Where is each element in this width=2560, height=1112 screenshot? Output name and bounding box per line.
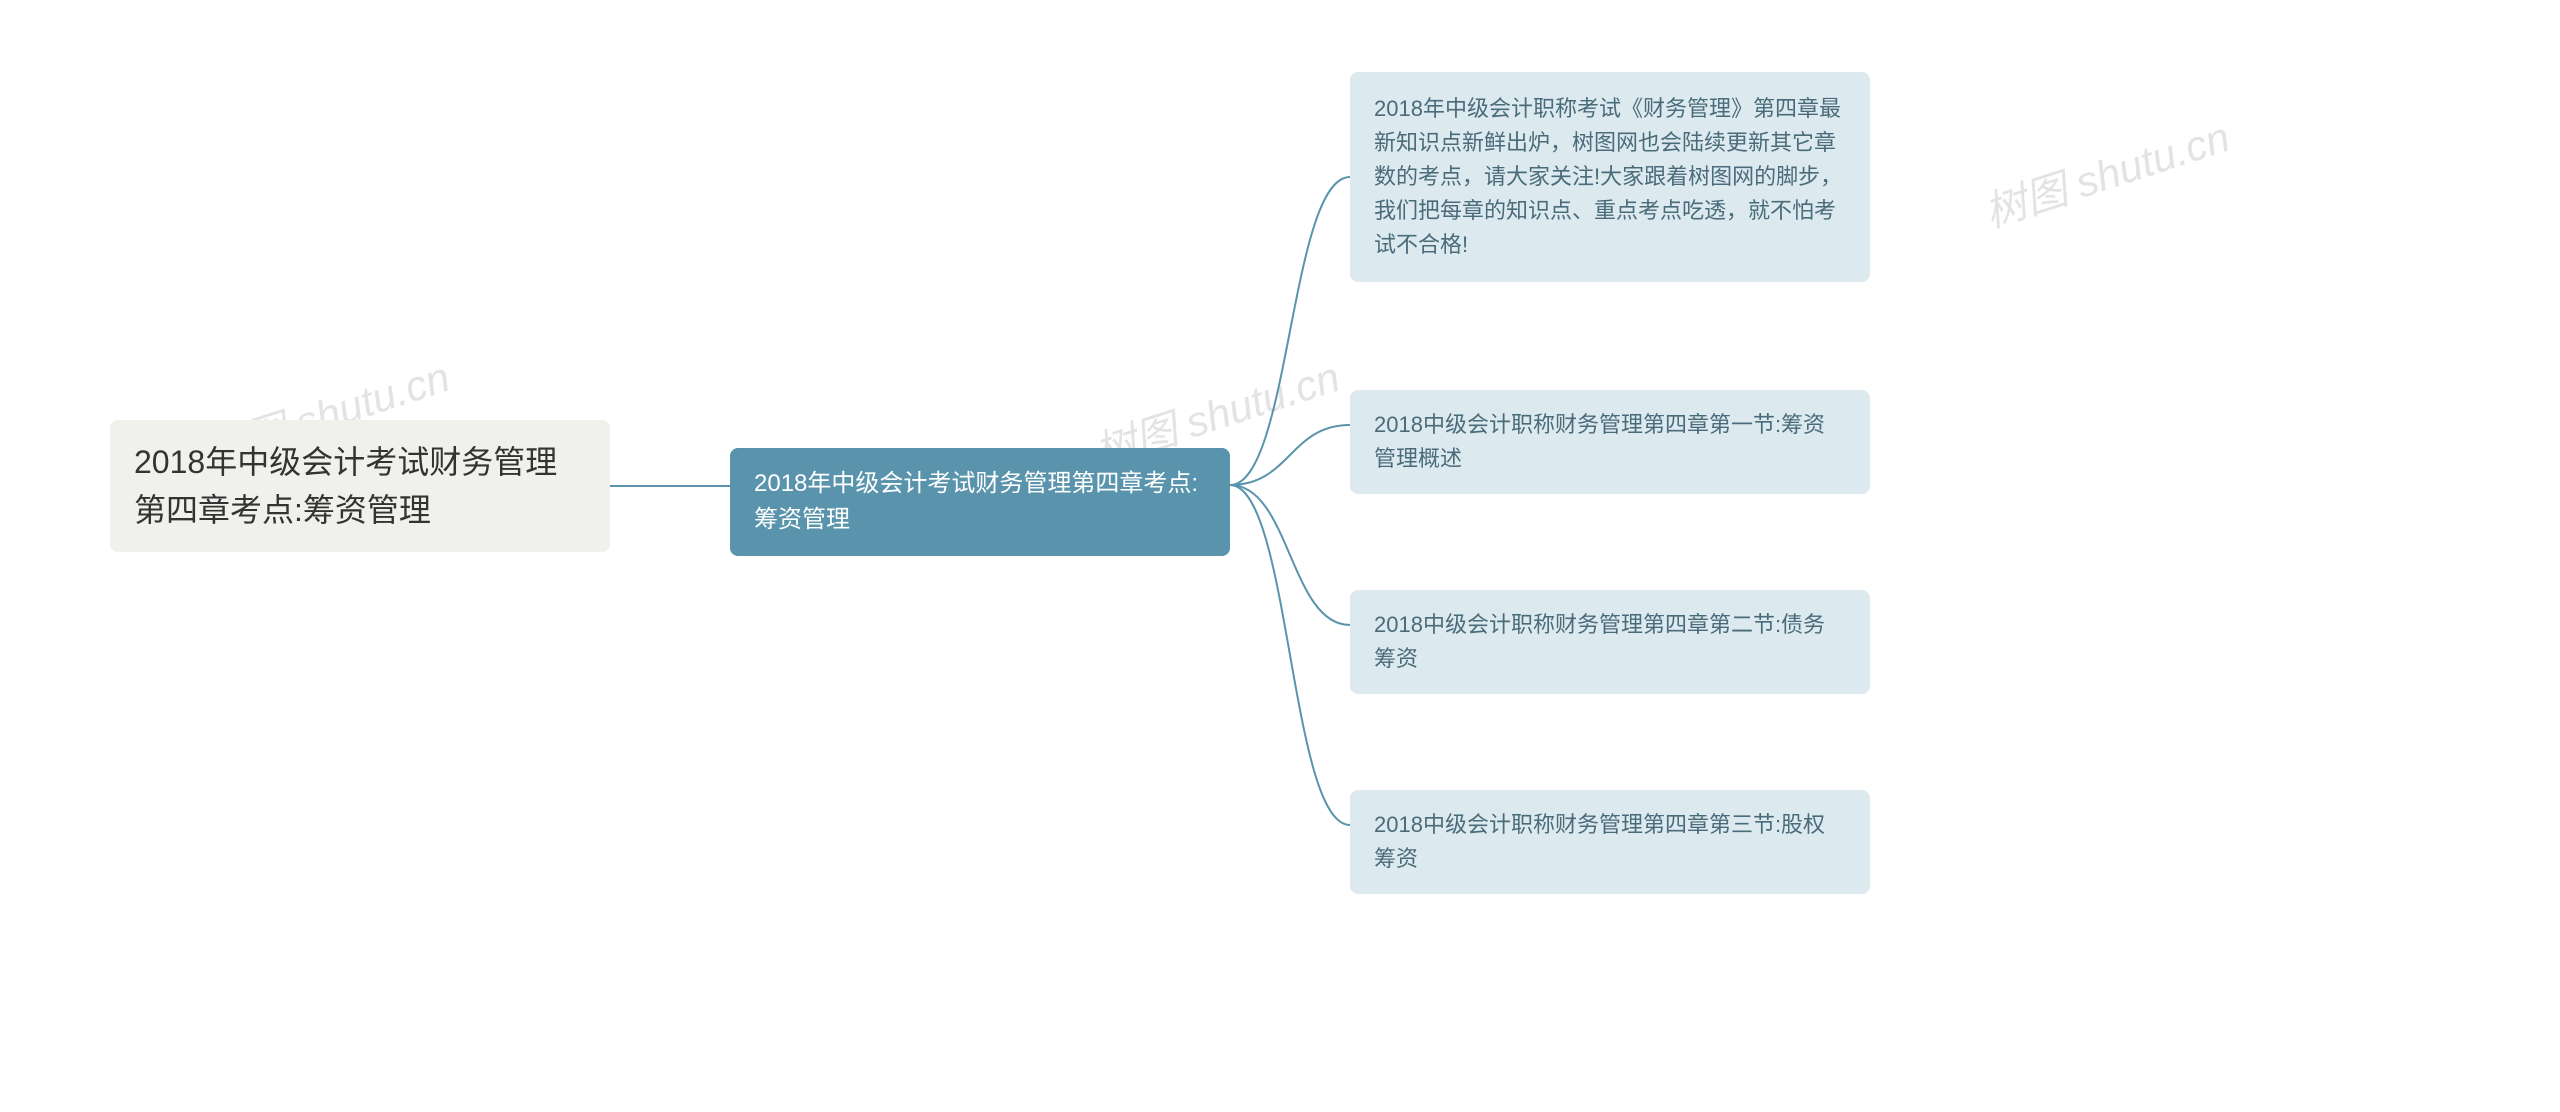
root-node[interactable]: 2018年中级会计考试财务管理第四章考点:筹资管理 — [110, 420, 610, 552]
connector-level1-leaf3 — [1230, 485, 1350, 845]
connector-level1-leaf2 — [1230, 485, 1350, 645]
watermark-cn: 树图 — [1979, 166, 2073, 237]
mindmap-container: 树图 shutu.cn 树图 shutu.cn 树图 shutu.cn 2018… — [0, 0, 2560, 1112]
level1-node[interactable]: 2018年中级会计考试财务管理第四章考点:筹资管理 — [730, 448, 1230, 556]
leaf-node-0[interactable]: 2018年中级会计职称考试《财务管理》第四章最新知识点新鲜出炉，树图网也会陆续更… — [1350, 72, 1870, 282]
leaf-node-1[interactable]: 2018中级会计职称财务管理第四章第一节:筹资管理概述 — [1350, 390, 1870, 494]
leaf-node-2[interactable]: 2018中级会计职称财务管理第四章第二节:债务筹资 — [1350, 590, 1870, 694]
leaf-node-text: 2018中级会计职称财务管理第四章第一节:筹资管理概述 — [1374, 408, 1846, 476]
watermark-en: shutu.cn — [2070, 113, 2236, 207]
leaf-node-text: 2018中级会计职称财务管理第四章第二节:债务筹资 — [1374, 608, 1846, 676]
connector-level1-leaf0 — [1230, 160, 1350, 500]
leaf-node-text: 2018中级会计职称财务管理第四章第三节:股权筹资 — [1374, 808, 1846, 876]
leaf-node-3[interactable]: 2018中级会计职称财务管理第四章第三节:股权筹资 — [1350, 790, 1870, 894]
watermark-en: shutu.cn — [1180, 353, 1346, 447]
root-node-text: 2018年中级会计考试财务管理第四章考点:筹资管理 — [134, 438, 586, 534]
watermark: 树图 shutu.cn — [1978, 112, 2236, 239]
leaf-node-text: 2018年中级会计职称考试《财务管理》第四章最新知识点新鲜出炉，树图网也会陆续更… — [1374, 92, 1846, 262]
level1-node-text: 2018年中级会计考试财务管理第四章考点:筹资管理 — [754, 466, 1206, 538]
connector-level1-leaf1 — [1230, 420, 1350, 500]
connector-root-level1 — [610, 485, 730, 487]
